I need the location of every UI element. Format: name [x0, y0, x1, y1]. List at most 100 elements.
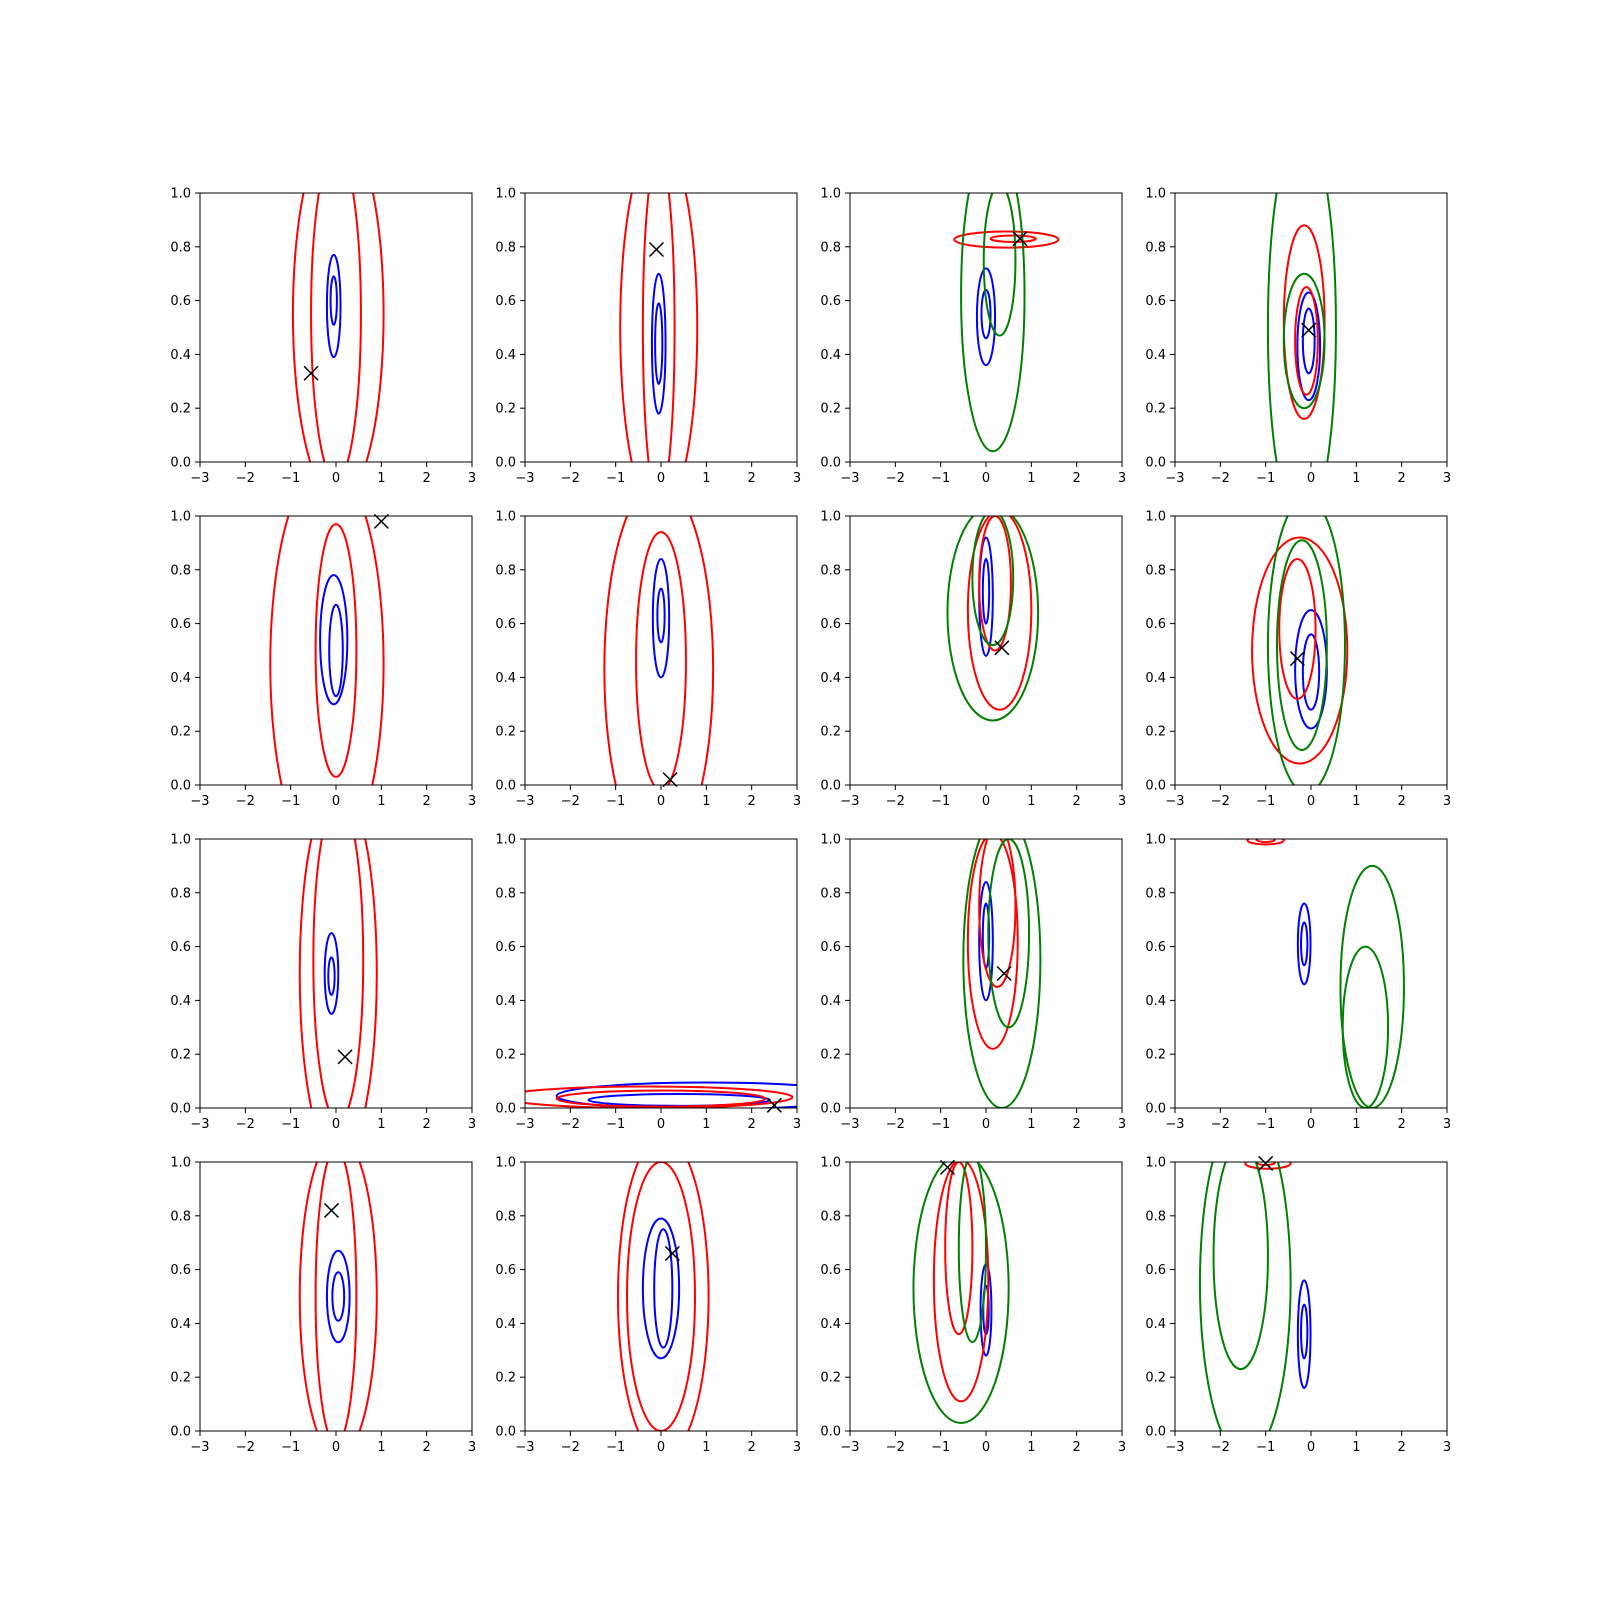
- blue-contour-level-2: [1300, 921, 1309, 967]
- x-tick-label: 0: [1307, 1117, 1315, 1132]
- green-contour-level-2: [1341, 945, 1390, 1108]
- y-tick-label: 0.0: [820, 1425, 841, 1440]
- plot-area: [298, 839, 378, 1108]
- y-tick-label: 0.6: [170, 940, 191, 955]
- x-marker: [996, 965, 1012, 982]
- x-tick-label: 1: [1027, 1440, 1035, 1455]
- red-contour-level-2: [603, 516, 715, 785]
- x-tick-label: 0: [657, 471, 665, 486]
- x-tick-label: 3: [793, 794, 801, 809]
- red-contour-level-2: [298, 839, 378, 1108]
- x-tick-label: 0: [332, 794, 340, 809]
- y-tick-label: 0.2: [495, 725, 516, 740]
- y-tick-label: 0.4: [170, 994, 191, 1009]
- y-tick-label: 0.2: [820, 1371, 841, 1386]
- plot-area: [1246, 839, 1405, 1108]
- x-marker: [664, 1245, 680, 1261]
- y-tick-label: 0.6: [820, 940, 841, 955]
- red-contour-level-2: [616, 1162, 710, 1431]
- x-tick-label: 2: [748, 794, 756, 809]
- green-contour-level-1: [946, 516, 1040, 722]
- red-contour-level-1: [1244, 1162, 1292, 1170]
- x-tick-label: −1: [606, 1440, 625, 1455]
- y-tick-label: 0.2: [495, 402, 516, 417]
- plot-area: [291, 193, 385, 462]
- x-tick-label: 0: [1307, 1440, 1315, 1455]
- blue-contour-level-2: [327, 956, 336, 997]
- blue-contour-level-1: [323, 932, 340, 1015]
- x-tick-label: −2: [236, 1440, 255, 1455]
- x-tick-label: 2: [1398, 1117, 1406, 1132]
- blue-contour-level-1: [641, 1217, 681, 1360]
- y-tick-label: 0.2: [820, 1048, 841, 1063]
- green-contour-level-2: [987, 839, 1031, 1029]
- plot-area: [619, 193, 699, 462]
- x-tick-label: 1: [377, 471, 385, 486]
- y-tick-label: 0.4: [1145, 1317, 1166, 1332]
- x-tick-label: 0: [657, 794, 665, 809]
- y-tick-label: 1.0: [170, 833, 191, 848]
- y-tick-label: 0.2: [495, 1048, 516, 1063]
- x-tick-label: −2: [236, 1117, 255, 1132]
- y-tick-label: 0.6: [495, 1263, 516, 1278]
- y-tick-label: 0.8: [820, 240, 841, 255]
- y-tick-label: 0.4: [820, 348, 841, 363]
- red-contour-level-2: [989, 234, 1037, 243]
- red-contour-level-2: [944, 1162, 974, 1336]
- blue-contour-level-2: [656, 587, 666, 644]
- x-marker: [994, 640, 1010, 656]
- x-tick-label: 3: [1118, 794, 1126, 809]
- y-tick-label: 0.8: [495, 563, 516, 578]
- y-tick-label: 0.2: [1145, 725, 1166, 740]
- x-tick-label: −1: [931, 794, 950, 809]
- blue-contour-level-2: [331, 1271, 346, 1322]
- x-tick-label: −3: [515, 794, 534, 809]
- red-contour-level-1: [966, 516, 1033, 711]
- x-tick-label: 2: [1073, 1440, 1081, 1455]
- y-tick-label: 1.0: [1145, 833, 1166, 848]
- red-contour-level-1: [312, 839, 365, 1108]
- x-marker: [648, 241, 664, 258]
- subplot-9: −3 −2 −1 0 1 2 3 0.0 0.2 0.4 0.6 0.8 1.0: [170, 833, 476, 1133]
- x-tick-label: −2: [886, 794, 905, 809]
- y-tick-label: 0.0: [820, 779, 841, 794]
- plot-area: [1266, 193, 1337, 462]
- x-tick-label: −1: [1256, 1117, 1275, 1132]
- x-tick-label: 3: [793, 1117, 801, 1132]
- x-tick-label: −3: [840, 794, 859, 809]
- y-tick-label: 0.4: [170, 671, 191, 686]
- x-tick-label: 3: [793, 471, 801, 486]
- x-tick-label: 3: [1443, 794, 1451, 809]
- y-tick-label: 0.6: [170, 1263, 191, 1278]
- y-tick-label: 0.8: [1145, 1209, 1166, 1224]
- x-tick-label: 3: [468, 1440, 476, 1455]
- red-contour-level-2: [1278, 558, 1317, 700]
- plot-area: [269, 516, 385, 785]
- x-tick-label: 1: [377, 1117, 385, 1132]
- x-marker: [1012, 231, 1028, 247]
- y-tick-label: 0.0: [495, 1102, 516, 1117]
- x-tick-label: −2: [561, 794, 580, 809]
- x-marker: [1301, 322, 1317, 338]
- x-tick-label: −3: [840, 471, 859, 486]
- x-tick-label: −1: [1256, 794, 1275, 809]
- green-contour-level-2: [1212, 1162, 1269, 1371]
- x-marker: [939, 1159, 955, 1175]
- x-tick-label: 0: [1307, 471, 1315, 486]
- blue-contour-level-2: [981, 558, 991, 625]
- subplot-15: −3 −2 −1 0 1 2 3 0.0 0.2 0.4 0.6 0.8 1.0: [820, 1156, 1126, 1456]
- x-tick-label: −3: [1165, 794, 1184, 809]
- red-contour-level-2: [619, 193, 699, 462]
- y-tick-label: 0.6: [1145, 294, 1166, 309]
- y-tick-label: 1.0: [495, 833, 516, 848]
- x-tick-label: −1: [1256, 471, 1275, 486]
- red-contour-level-2: [298, 1162, 378, 1431]
- red-contour-level-1: [1246, 839, 1285, 846]
- y-tick-label: 0.0: [170, 456, 191, 471]
- red-contour-level-2: [555, 1089, 767, 1108]
- plot-area: [1198, 1162, 1312, 1431]
- y-tick-label: 0.2: [170, 725, 191, 740]
- y-tick-label: 0.8: [820, 886, 841, 901]
- subplot-13: −3 −2 −1 0 1 2 3 0.0 0.2 0.4 0.6 0.8 1.0: [170, 1156, 476, 1456]
- red-contour-level-1: [932, 1162, 990, 1403]
